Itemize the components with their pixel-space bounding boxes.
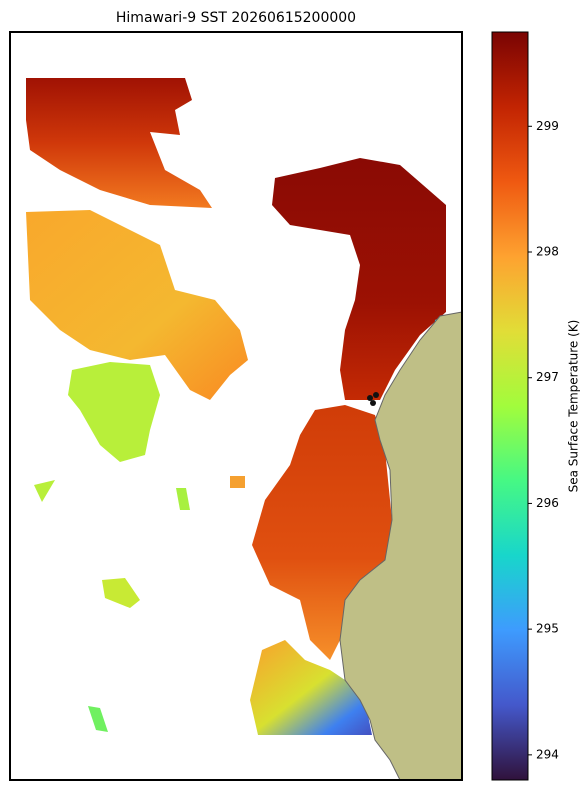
marker [367, 395, 373, 401]
tick-label: 295 [536, 622, 559, 636]
tick-label: 297 [536, 370, 559, 384]
colorbar-scale [491, 31, 529, 781]
marker [370, 400, 376, 406]
sst-patch [250, 640, 372, 735]
colorbar: Sea Surface Temperature (K) 294 295 296 297… [491, 31, 581, 781]
map-area [9, 31, 463, 781]
colorbar-label: Sea Surface Temperature (K) [567, 320, 581, 493]
sst-patch [26, 210, 248, 400]
sst-patch [272, 158, 446, 400]
sst-patch [88, 706, 108, 732]
map-frame [9, 31, 463, 781]
tick-label: 299 [536, 119, 559, 133]
sst-patch [68, 362, 160, 462]
tick-label: 296 [536, 496, 559, 510]
sst-patch [176, 488, 190, 510]
sst-patch [252, 405, 392, 660]
marker [373, 392, 379, 398]
tick-label: 298 [536, 245, 559, 259]
sst-patch [34, 480, 55, 502]
tick-label: 294 [536, 747, 559, 761]
sst-patch [102, 578, 140, 608]
sst-patch [230, 476, 245, 488]
title: Himawari-9 SST 20260615200000 [116, 10, 356, 26]
sst-patch [26, 78, 212, 208]
land [339, 311, 463, 781]
